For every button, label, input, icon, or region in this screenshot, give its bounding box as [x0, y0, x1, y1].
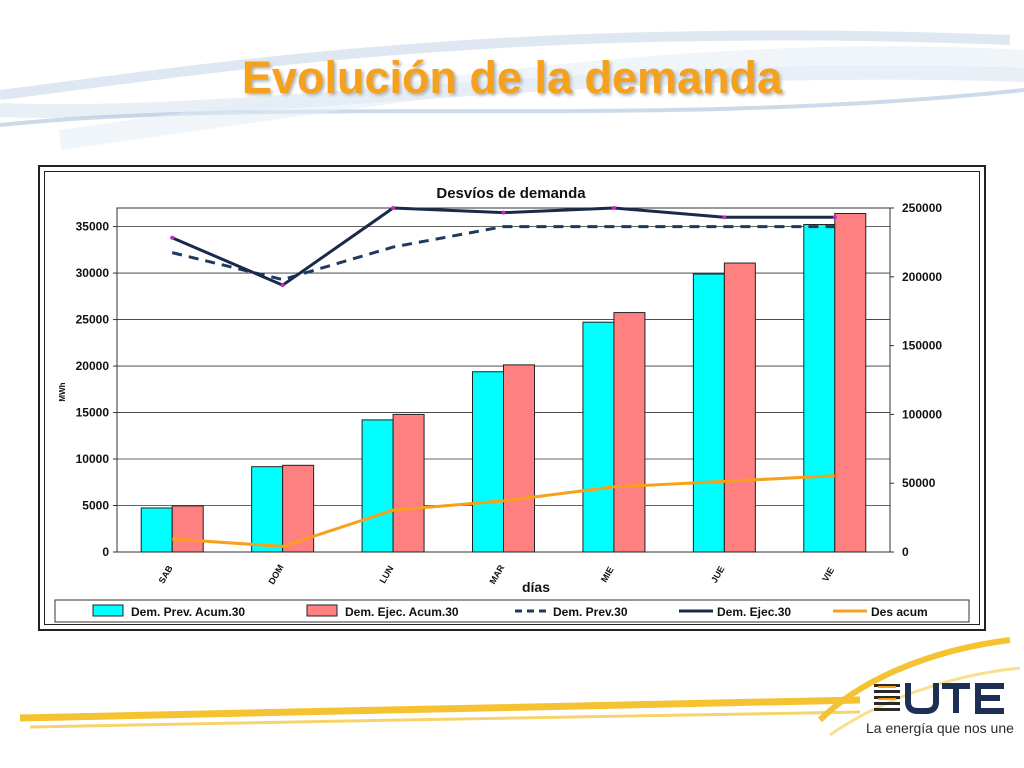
legend: Dem. Prev. Acum.30 Dem. Ejec. Acum.30 Dem.… [54, 599, 970, 623]
y-tick-label: 35000 [76, 220, 110, 234]
bar [613, 312, 646, 553]
bar [723, 262, 756, 553]
line-marker [170, 235, 175, 240]
x-tick-label: DOM [266, 563, 285, 586]
x-tick-label: MAR [487, 563, 506, 586]
legend-label: Dem. Prev. Acum.30 [131, 605, 245, 619]
series-line [171, 225, 835, 282]
slide-title: Evolución de la demanda [241, 52, 783, 103]
legend-swatch [306, 604, 338, 617]
y-tick-label: 15000 [76, 406, 110, 420]
x-tick-label: JUE [709, 564, 726, 584]
line-marker [832, 215, 837, 220]
y-tick-label: 10000 [76, 452, 110, 466]
legend-swatch [92, 604, 124, 617]
bar [582, 321, 615, 553]
bar [361, 419, 394, 553]
y2-tick-label: 250000 [902, 201, 942, 215]
line-marker [611, 206, 616, 210]
chart-svg: Desvíos de demanda MWh días 0 5000 10000 15… [54, 185, 970, 623]
line-marker [722, 215, 727, 220]
legend-label: Dem. Ejec.30 [717, 605, 791, 619]
legend-label: Dem. Ejec. Acum.30 [345, 605, 459, 619]
plot-area: 0 5000 10000 15000 20000 25000 30000 35000 0 5000… [76, 201, 943, 586]
bar [472, 371, 504, 553]
y2-tick-label: 50000 [902, 476, 936, 490]
y-tick-label: 25000 [76, 313, 110, 327]
chart-title: Desvíos de demanda [436, 185, 586, 202]
bar [171, 505, 204, 553]
legend-label: Des acum [871, 605, 928, 619]
bar [692, 273, 725, 553]
legend-label: Dem. Prev.30 [553, 605, 628, 619]
chart-frame: Desvíos de demanda MWh días 0 5000 10000 15… [38, 165, 986, 631]
ute-logo [874, 683, 1004, 714]
y-tick-label: 30000 [76, 266, 110, 280]
y2-tick-label: 150000 [902, 339, 942, 353]
bar [140, 507, 173, 553]
y-axis-label: MWh [58, 382, 67, 401]
x-tick-label: MIE [599, 565, 616, 584]
x-tick-label: VIE [820, 566, 836, 584]
y2-tick-label: 0 [902, 545, 909, 559]
y-tick-label: 5000 [82, 499, 109, 513]
x-axis-label: días [522, 579, 550, 595]
bar [803, 224, 836, 553]
line-marker [501, 210, 506, 215]
y-tick-label: 0 [102, 545, 109, 559]
line-marker [391, 206, 396, 210]
legend-box [54, 599, 970, 623]
bar [251, 466, 284, 553]
line-marker [280, 283, 285, 288]
chart-inner: Desvíos de demanda MWh días 0 5000 10000 15… [44, 171, 980, 625]
bar [834, 213, 867, 553]
series-line [172, 474, 835, 548]
y-tick-label: 20000 [76, 359, 110, 373]
bar [392, 413, 425, 553]
x-tick-label: SAB [157, 563, 175, 585]
y2-tick-label: 200000 [902, 270, 942, 284]
y2-tick-label: 100000 [902, 407, 942, 421]
slogan: La energía que nos une [866, 720, 1014, 736]
bar [503, 364, 535, 553]
x-tick-label: LUN [378, 564, 396, 585]
